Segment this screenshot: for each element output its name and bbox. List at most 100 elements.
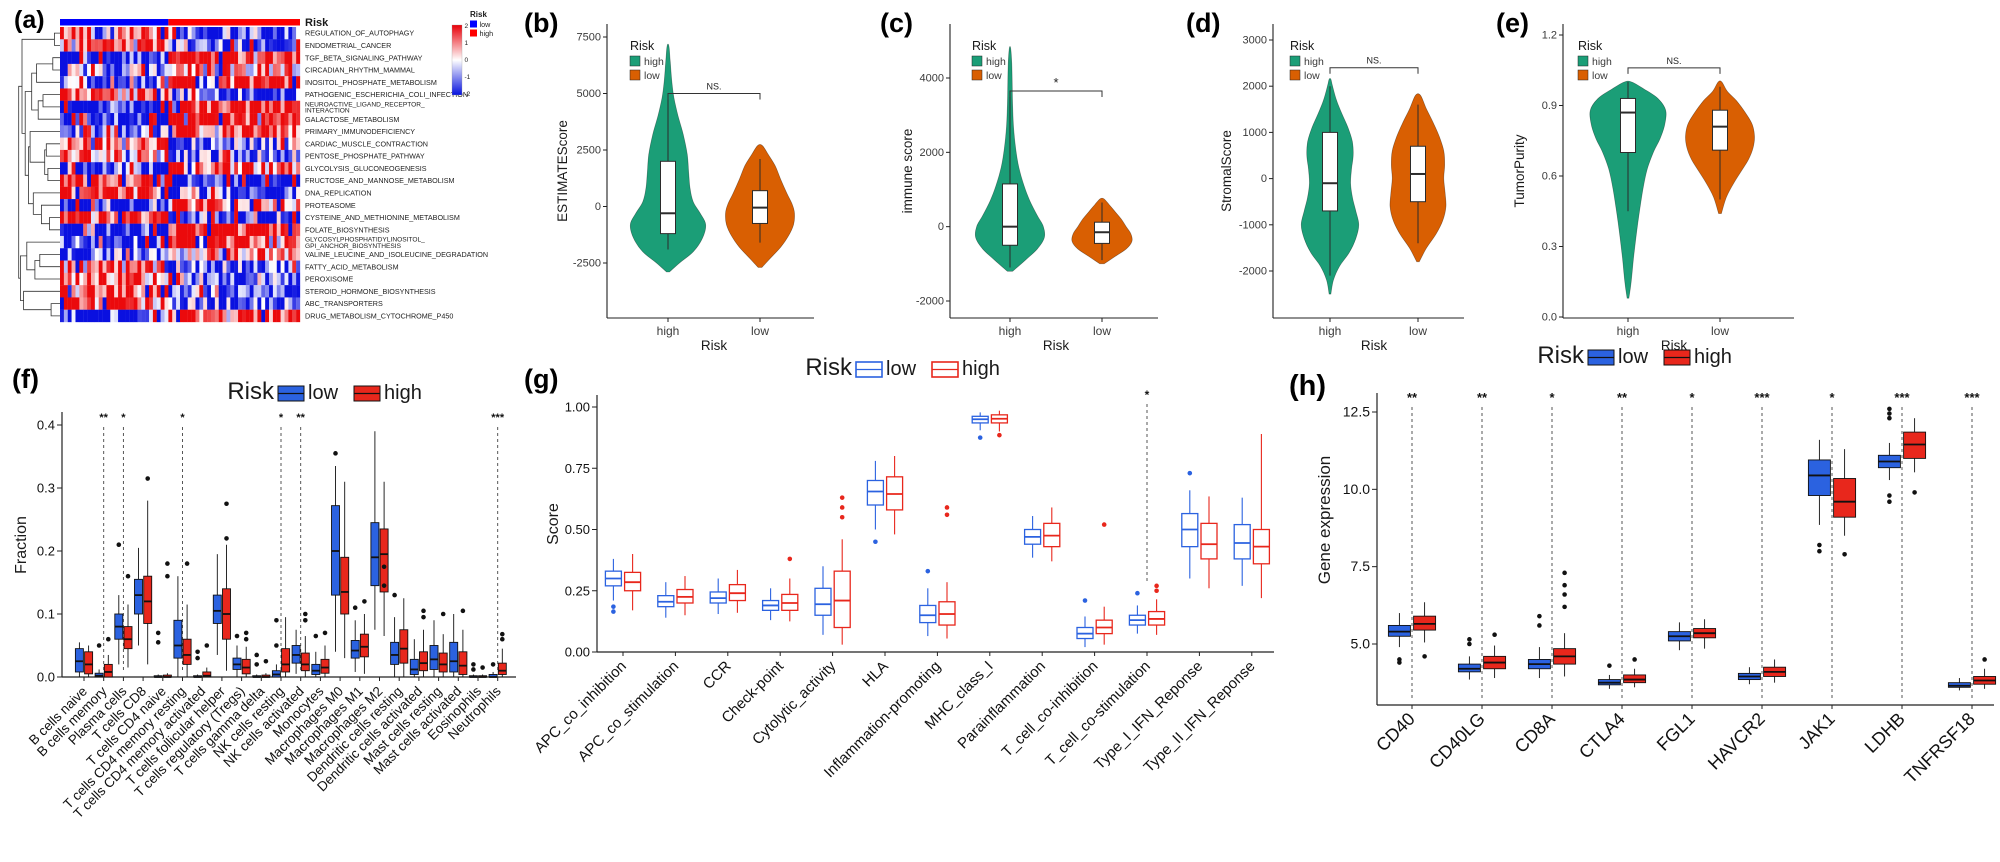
svg-text:-2: -2 — [465, 91, 471, 98]
violin-high — [1589, 80, 1667, 299]
panel-label-c: (c) — [880, 8, 913, 38]
heatmap-cells — [60, 27, 301, 323]
svg-text:CCR: CCR — [700, 658, 735, 693]
panel-label-b: (b) — [524, 8, 559, 38]
svg-text:high: high — [657, 324, 680, 338]
panel-label-d: (d) — [1186, 8, 1221, 38]
svg-text:PROTEASOME: PROTEASOME — [305, 201, 356, 210]
violin-low — [725, 144, 795, 268]
svg-text:high: high — [962, 358, 1000, 380]
svg-text:STEROID_HORMONE_BIOSYNTHESIS: STEROID_HORMONE_BIOSYNTHESIS — [305, 287, 436, 296]
svg-text:GLYCOLYSIS_GLUCONEOGENESIS: GLYCOLYSIS_GLUCONEOGENESIS — [305, 164, 427, 173]
y-axis-title: Fraction — [13, 516, 30, 574]
svg-text:GLYCOSYLPHOSPHATIDYLINOSITOL_: GLYCOSYLPHOSPHATIDYLINOSITOL_ — [305, 237, 425, 244]
svg-text:0.0: 0.0 — [1542, 312, 1557, 324]
violin-high — [629, 43, 707, 273]
svg-text:high: high — [1319, 324, 1342, 338]
series-high — [84, 476, 507, 678]
y-axis-title: Score — [545, 503, 562, 545]
svg-text:low: low — [751, 324, 769, 338]
x-axis-title: Risk — [1661, 338, 1687, 353]
svg-text:GPI_ANCHOR_BIOSYNTHESIS: GPI_ANCHOR_BIOSYNTHESIS — [305, 243, 402, 250]
svg-text:low: low — [886, 358, 917, 380]
svg-text:high: high — [1592, 56, 1612, 68]
svg-text:high: high — [1617, 324, 1640, 338]
svg-text:HAVCR2: HAVCR2 — [1704, 709, 1769, 774]
svg-text:high: high — [644, 56, 664, 68]
risk-legend: Risk high low — [1289, 39, 1324, 82]
row-dendrogram — [18, 32, 60, 317]
significance-label: ** — [1617, 390, 1628, 405]
risk-legend: Risk low high — [1537, 342, 1731, 369]
svg-text:5.0: 5.0 — [1351, 636, 1371, 652]
x-axis-title: Risk — [1043, 338, 1069, 353]
y-axis: 3000 2000 1000 0 -1000 -2000 — [1239, 35, 1273, 278]
svg-text:FOLATE_BIOSYNTHESIS: FOLATE_BIOSYNTHESIS — [305, 225, 390, 234]
svg-text:JAK1: JAK1 — [1794, 709, 1839, 754]
svg-text:high: high — [1304, 56, 1324, 68]
violin-plot: 3000 2000 1000 0 -1000 -2000 StromalScore NS. hi… — [1219, 24, 1464, 353]
significance-label: * — [1053, 75, 1058, 90]
y-axis: 1.2 0.9 0.6 0.3 0.0 — [1542, 30, 1563, 324]
svg-text:2000: 2000 — [920, 147, 944, 159]
significance-label: * — [1829, 390, 1835, 405]
svg-text:APC_co_stimulation: APC_co_stimulation — [575, 658, 683, 766]
svg-text:0.3: 0.3 — [1542, 241, 1557, 253]
svg-text:TGF_BETA_SIGNALING_PATHWAY: TGF_BETA_SIGNALING_PATHWAY — [305, 53, 423, 62]
svg-text:0: 0 — [595, 201, 601, 213]
svg-text:0.6: 0.6 — [1542, 171, 1557, 183]
svg-text:-1000: -1000 — [1239, 219, 1267, 231]
svg-text:ENDOMETRIAL_CANCER: ENDOMETRIAL_CANCER — [305, 41, 391, 50]
svg-text:FRUCTOSE_AND_MANNOSE_METABOLIS: FRUCTOSE_AND_MANNOSE_METABOLISM — [305, 176, 455, 185]
svg-text:0.4: 0.4 — [37, 418, 55, 433]
svg-text:PRIMARY_IMMUNODEFICIENCY: PRIMARY_IMMUNODEFICIENCY — [305, 127, 415, 136]
svg-text:low: low — [644, 70, 660, 82]
y-axis-title: TumorPurity — [1512, 134, 1527, 207]
svg-text:1: 1 — [465, 40, 469, 47]
svg-text:0.1: 0.1 — [37, 607, 55, 622]
svg-text:low: low — [308, 382, 339, 404]
series-low — [1387, 406, 1971, 691]
svg-text:high: high — [986, 56, 1006, 68]
significance-label: *** — [1964, 390, 1980, 405]
y-axis: 7500 5000 2500 0 -2500 — [573, 32, 607, 270]
significance-label: *** — [491, 412, 505, 424]
y-axis: 4000 2000 0 -2000 — [916, 73, 950, 308]
significance-marks: ** * * * ** *** — [99, 412, 505, 672]
svg-text:Risk: Risk — [227, 378, 275, 405]
significance-label: NS. — [706, 82, 721, 92]
significance-marks: ** ** * ** * *** * *** *** — [1407, 390, 1981, 700]
series-high — [1413, 418, 1997, 689]
significance-label: NS. — [1366, 56, 1381, 66]
risk-legend: Risk low high — [805, 354, 999, 381]
violin-low — [1685, 80, 1755, 214]
svg-text:0: 0 — [938, 221, 944, 233]
svg-text:PATHOGENIC_ESCHERICHIA_COLI_IN: PATHOGENIC_ESCHERICHIA_COLI_INFECTION — [305, 90, 468, 99]
significance-label: * — [1145, 388, 1150, 402]
significance-label: * — [1549, 390, 1555, 405]
svg-text:0: 0 — [1261, 173, 1267, 185]
significance-label: ** — [1407, 390, 1418, 405]
svg-text:low: low — [1093, 324, 1111, 338]
svg-text:0.50: 0.50 — [565, 522, 590, 537]
x-axis: CD40 CD40LG CD8A CTLA4 FGL1 HAVCR2 JAK1 LDHBTNF… — [1372, 705, 1979, 787]
svg-text:0.3: 0.3 — [37, 481, 55, 496]
panel-label-e: (e) — [1496, 8, 1529, 38]
y-axis-title: immune score — [900, 129, 915, 214]
svg-text:APC_co_inhibition: APC_co_inhibition — [531, 658, 630, 757]
x-axis: high low Risk — [1319, 318, 1427, 353]
violin-low — [1389, 93, 1447, 263]
svg-text:0.9: 0.9 — [1542, 100, 1557, 112]
svg-text:low: low — [1618, 346, 1649, 368]
svg-text:low: low — [1409, 324, 1427, 338]
series-low — [604, 412, 1251, 648]
svg-text:high: high — [999, 324, 1022, 338]
svg-text:Risk: Risk — [1578, 39, 1603, 53]
